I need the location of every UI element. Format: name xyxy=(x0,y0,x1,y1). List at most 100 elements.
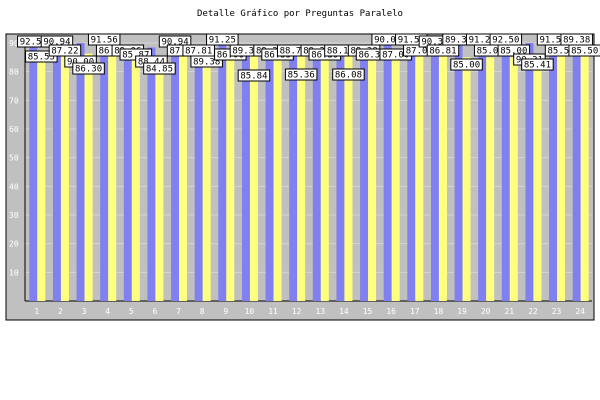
bar-series-1 xyxy=(29,43,38,301)
bar-series-2 xyxy=(37,55,46,301)
data-label-s2: 85.36 xyxy=(284,68,318,81)
x-tick-label: 2 xyxy=(58,307,63,316)
bar-series-1 xyxy=(194,49,203,301)
x-tick-label: 21 xyxy=(504,307,514,316)
data-label-s1: 91.25 xyxy=(206,33,239,46)
svg-text:85.41: 85.41 xyxy=(524,61,551,71)
y-tick-label: 30 xyxy=(9,211,19,220)
svg-text:87.00: 87.00 xyxy=(406,47,433,57)
bar-series-1 xyxy=(478,43,487,301)
svg-text:85.00: 85.00 xyxy=(453,61,480,71)
bar-series-1 xyxy=(430,43,439,301)
bar-series-2 xyxy=(533,56,542,301)
x-tick-label: 18 xyxy=(434,307,444,316)
bar-series-1 xyxy=(218,43,227,301)
data-label-s2: 87.22 xyxy=(48,44,82,57)
data-label-s2: 86.81 xyxy=(426,44,460,57)
bar-series-2 xyxy=(155,57,164,301)
svg-text:85.00: 85.00 xyxy=(500,47,527,57)
data-label-s2: 85.00 xyxy=(450,58,483,71)
svg-text:91.56: 91.56 xyxy=(398,36,425,46)
data-label-s1: 91.56 xyxy=(87,33,121,46)
bar-series-2 xyxy=(557,55,566,302)
x-tick-label: 6 xyxy=(153,307,158,316)
svg-text:88.75: 88.75 xyxy=(280,47,307,57)
bar-series-2 xyxy=(509,57,518,302)
bar-series-2 xyxy=(249,54,258,301)
y-tick-label: 70 xyxy=(9,96,19,105)
bar-series-1 xyxy=(76,43,85,301)
bar-series-2 xyxy=(179,49,188,301)
bar-series-1 xyxy=(336,48,345,301)
y-tick-label: 20 xyxy=(9,240,19,249)
bar-series-1 xyxy=(525,43,534,301)
data-label-s1: 92.50 xyxy=(489,33,523,46)
x-tick-label: 10 xyxy=(245,307,255,316)
bar-series-1 xyxy=(100,43,109,301)
svg-text:91.56: 91.56 xyxy=(91,36,118,46)
data-label-s2: 85.41 xyxy=(521,58,554,71)
y-tick-label: 10 xyxy=(9,268,19,277)
x-tick-label: 4 xyxy=(105,307,110,316)
svg-text:88.13: 88.13 xyxy=(327,47,354,57)
data-label-s2: 86.30 xyxy=(72,62,105,75)
y-tick-label: 90 xyxy=(9,39,19,48)
svg-text:85.50: 85.50 xyxy=(548,47,575,57)
bar-series-2 xyxy=(320,53,329,302)
svg-text:91.25: 91.25 xyxy=(469,36,496,46)
x-tick-label: 1 xyxy=(34,307,39,316)
y-tick-label: 40 xyxy=(9,182,19,191)
bar-series-2 xyxy=(226,54,235,302)
bar-series-2 xyxy=(131,54,140,302)
bar-series-1 xyxy=(549,43,558,301)
bar-series-2 xyxy=(344,54,353,301)
bar-series-2 xyxy=(108,52,117,301)
x-tick-label: 23 xyxy=(552,307,562,316)
svg-text:91.56: 91.56 xyxy=(540,36,567,46)
x-tick-label: 5 xyxy=(129,307,134,316)
bar-series-1 xyxy=(147,47,156,301)
svg-text:90.00: 90.00 xyxy=(374,36,401,46)
x-tick-label: 7 xyxy=(176,307,181,316)
bar-series-2 xyxy=(391,51,400,301)
svg-text:86.81: 86.81 xyxy=(429,47,456,57)
data-label-s1: 87.81 xyxy=(182,44,215,57)
x-tick-label: 9 xyxy=(223,307,228,316)
bar-series-1 xyxy=(454,44,463,301)
x-tick-label: 19 xyxy=(457,307,467,316)
svg-text:87.22: 87.22 xyxy=(51,47,78,57)
data-label-s2: 85.84 xyxy=(237,69,271,82)
svg-text:86.30: 86.30 xyxy=(359,51,386,61)
svg-text:85.55: 85.55 xyxy=(28,53,55,63)
bar-series-1 xyxy=(52,43,61,301)
chart-title: Detalle Gráfico por Preguntas Paralelo xyxy=(197,9,403,19)
svg-text:90.31: 90.31 xyxy=(421,38,448,48)
svg-text:86.30: 86.30 xyxy=(75,65,102,75)
svg-text:89.38: 89.38 xyxy=(445,36,472,46)
bar-series-1 xyxy=(265,44,274,301)
svg-text:90.94: 90.94 xyxy=(43,38,70,48)
x-tick-label: 11 xyxy=(268,307,278,316)
svg-text:92.50: 92.50 xyxy=(20,38,47,48)
bar-series-1 xyxy=(407,43,416,301)
bar-series-2 xyxy=(368,53,377,302)
bar-series-2 xyxy=(297,56,306,302)
data-label-s2: 89.38 xyxy=(190,55,223,68)
svg-text:86.08: 86.08 xyxy=(335,71,362,81)
svg-text:87.81: 87.81 xyxy=(185,47,212,57)
bar-series-1 xyxy=(501,43,510,301)
bar-series-2 xyxy=(486,57,495,302)
bar-series-2 xyxy=(415,51,424,301)
data-label-s2: 84.85 xyxy=(143,62,176,75)
svg-text:89.38: 89.38 xyxy=(232,47,259,57)
bar-series-1 xyxy=(289,46,298,302)
plot-area xyxy=(25,43,592,301)
svg-text:87.00: 87.00 xyxy=(382,51,409,61)
svg-text:91.25: 91.25 xyxy=(209,36,236,46)
data-label-s2: 85.50 xyxy=(568,44,600,57)
bar-series-2 xyxy=(273,52,282,301)
bar-series-1 xyxy=(241,44,250,301)
bar-series-2 xyxy=(60,50,69,302)
bar-series-2 xyxy=(580,55,589,302)
